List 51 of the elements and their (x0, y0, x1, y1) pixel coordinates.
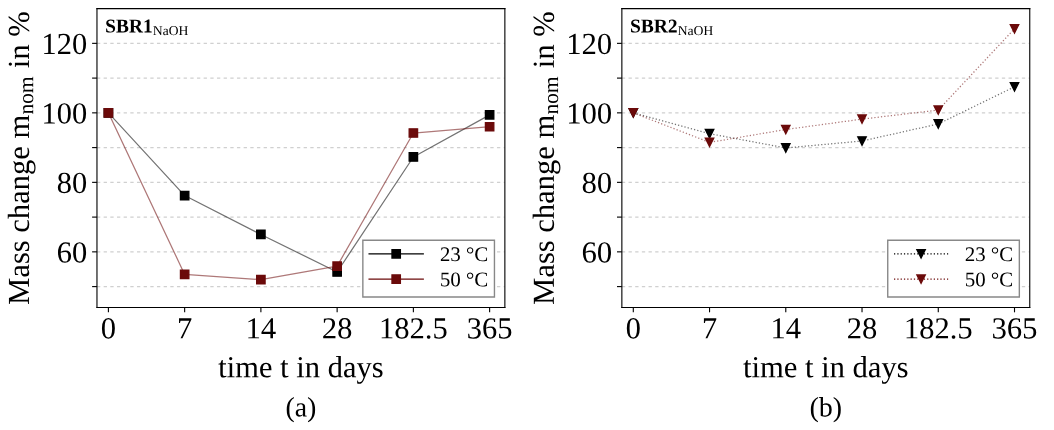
x-tick-label: 182.5 (906, 318, 972, 339)
point (704, 128, 715, 139)
point (704, 137, 715, 148)
y-tick-label: 120 (44, 33, 87, 55)
point (484, 110, 495, 120)
x-axis-title: time t in days (218, 355, 383, 384)
y-tick-label: 120 (568, 33, 611, 55)
point (933, 119, 944, 129)
point (408, 152, 419, 162)
x-tick-label: 14 (248, 318, 276, 339)
y-tick-label: 100 (44, 103, 87, 124)
point (408, 128, 419, 138)
point (857, 114, 867, 124)
x-tick-label: 14 (773, 318, 801, 339)
x-tick-label: 0 (626, 318, 640, 339)
y-tick-label: 60 (58, 242, 87, 263)
y-tick-label: 60 (582, 242, 611, 263)
x-tick-label: 182.5 (381, 318, 447, 339)
x-tick-label: 28 (848, 318, 877, 339)
point (179, 269, 190, 280)
chart-title: SBR1$_{NaOH}$ (106, 19, 188, 36)
text: (b) (810, 397, 841, 423)
x-tick-label: 7 (703, 318, 717, 339)
point (179, 190, 190, 201)
point (780, 143, 791, 153)
y-tick-label: 80 (57, 172, 87, 194)
point (332, 261, 342, 271)
text: (a) (286, 397, 316, 423)
point (1009, 81, 1020, 92)
legend-label: 23 °C (440, 247, 488, 262)
point (1009, 23, 1020, 34)
x-axis-title: time t in days (743, 355, 908, 384)
point (484, 121, 495, 132)
y-tick-label: 100 (568, 103, 611, 124)
x-tick-label: 7 (179, 318, 192, 339)
x-tick-label: 365 (468, 318, 512, 339)
legend-label: 23 °C (965, 247, 1012, 262)
point (933, 105, 944, 115)
legend-label: 50 °C (966, 272, 1012, 287)
legend-label: 50 °C (441, 272, 488, 287)
point (780, 124, 791, 135)
point (857, 136, 867, 146)
y-axis-title: Mass change m$_{nom}$ in % (532, 12, 561, 304)
point (256, 274, 266, 285)
chart-title: SBR2$_{NaOH}$ (631, 19, 713, 36)
x-tick-label: 0 (101, 318, 115, 339)
y-tick-label: 80 (582, 172, 611, 194)
x-tick-label: 365 (993, 318, 1037, 339)
point (256, 229, 266, 240)
y-axis-title: Mass change m$_{nom}$ in % (7, 12, 36, 304)
x-tick-label: 28 (323, 318, 352, 339)
